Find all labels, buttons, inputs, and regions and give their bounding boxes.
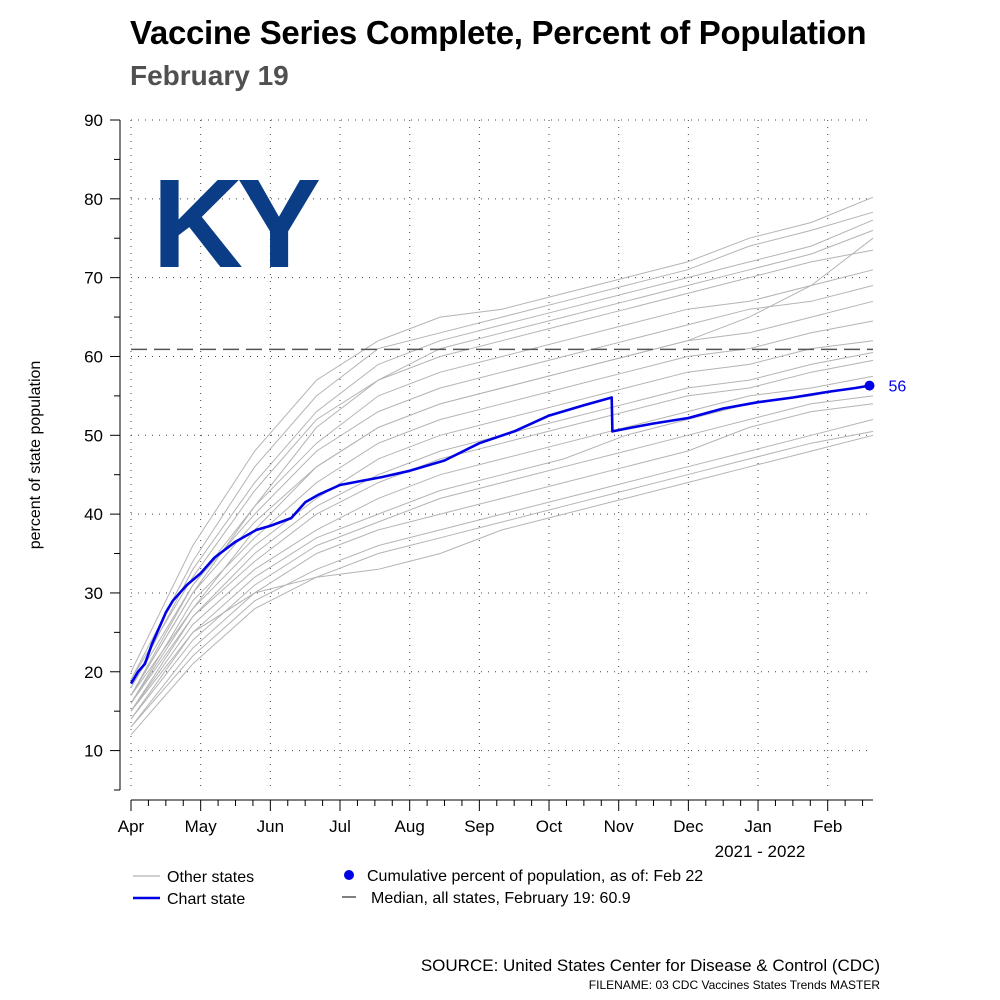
chart-title: Vaccine Series Complete, Percent of Popu… bbox=[130, 14, 867, 51]
y-tick-label: 10 bbox=[84, 742, 103, 761]
y-axis-label: percent of state population bbox=[27, 361, 44, 550]
y-tick-label: 70 bbox=[84, 269, 103, 288]
footer-filename: FILENAME: 03 CDC Vaccines States Trends … bbox=[588, 978, 880, 992]
other-state-line bbox=[130, 320, 874, 704]
other-state-line bbox=[130, 395, 874, 720]
axes: 10 20 30 40 50 60 70 80 90 Apr May Jun Jul Aug Sep Oct N… bbox=[84, 111, 873, 836]
legend-chart-state-label: Chart state bbox=[167, 891, 245, 908]
x-tick-label: Sep bbox=[464, 817, 494, 836]
chart-state-line bbox=[129, 384, 870, 685]
x-axis-year-label: 2021 - 2022 bbox=[715, 842, 806, 861]
other-state-line bbox=[130, 375, 874, 712]
latest-point-label: 56 bbox=[889, 379, 907, 396]
other-state-line bbox=[130, 340, 874, 696]
y-tick-label: 90 bbox=[84, 111, 103, 130]
x-tick-label: Dec bbox=[673, 817, 704, 836]
legend: Other states Chart state Cumulative perc… bbox=[133, 868, 703, 908]
y-tick-label: 30 bbox=[84, 584, 103, 603]
legend-cumulative-label: Cumulative percent of population, as of:… bbox=[367, 868, 703, 885]
legend-other-states-label: Other states bbox=[167, 869, 254, 886]
other-state-line bbox=[130, 359, 874, 712]
x-tick-label: May bbox=[185, 817, 218, 836]
y-tick-label: 40 bbox=[84, 505, 103, 524]
other-state-line bbox=[130, 229, 874, 696]
other-state-line bbox=[130, 403, 874, 728]
legend-cumulative-marker bbox=[344, 870, 354, 880]
other-state-line bbox=[130, 430, 874, 736]
x-tick-label: Jul bbox=[329, 817, 351, 836]
latest-point-marker bbox=[864, 380, 875, 391]
other-state-line bbox=[130, 249, 874, 680]
x-tick-label: Nov bbox=[604, 817, 635, 836]
legend-median-label: Median, all states, February 19: 60.9 bbox=[371, 890, 631, 907]
y-tick-label: 20 bbox=[84, 663, 103, 682]
x-tick-label: Oct bbox=[536, 817, 563, 836]
other-state-line bbox=[130, 285, 874, 688]
other-state-line bbox=[130, 211, 874, 680]
x-tick-label: Jun bbox=[257, 817, 284, 836]
other-state-line bbox=[130, 219, 874, 688]
chart-subtitle: February 19 bbox=[130, 60, 289, 91]
y-tick-label: 60 bbox=[84, 347, 103, 366]
y-tick-label: 80 bbox=[84, 190, 103, 209]
x-tick-label: Apr bbox=[118, 817, 145, 836]
other-states-lines bbox=[130, 196, 874, 736]
other-state-line bbox=[130, 419, 874, 728]
x-tick-label: Aug bbox=[395, 817, 425, 836]
footer-source: SOURCE: United States Center for Disease… bbox=[420, 956, 880, 975]
y-tick-label: 50 bbox=[84, 426, 103, 445]
other-state-line bbox=[130, 434, 874, 712]
other-state-line bbox=[130, 196, 874, 673]
x-tick-label: Jan bbox=[744, 817, 771, 836]
x-tick-label: Feb bbox=[813, 817, 842, 836]
state-label: KY bbox=[152, 153, 320, 294]
